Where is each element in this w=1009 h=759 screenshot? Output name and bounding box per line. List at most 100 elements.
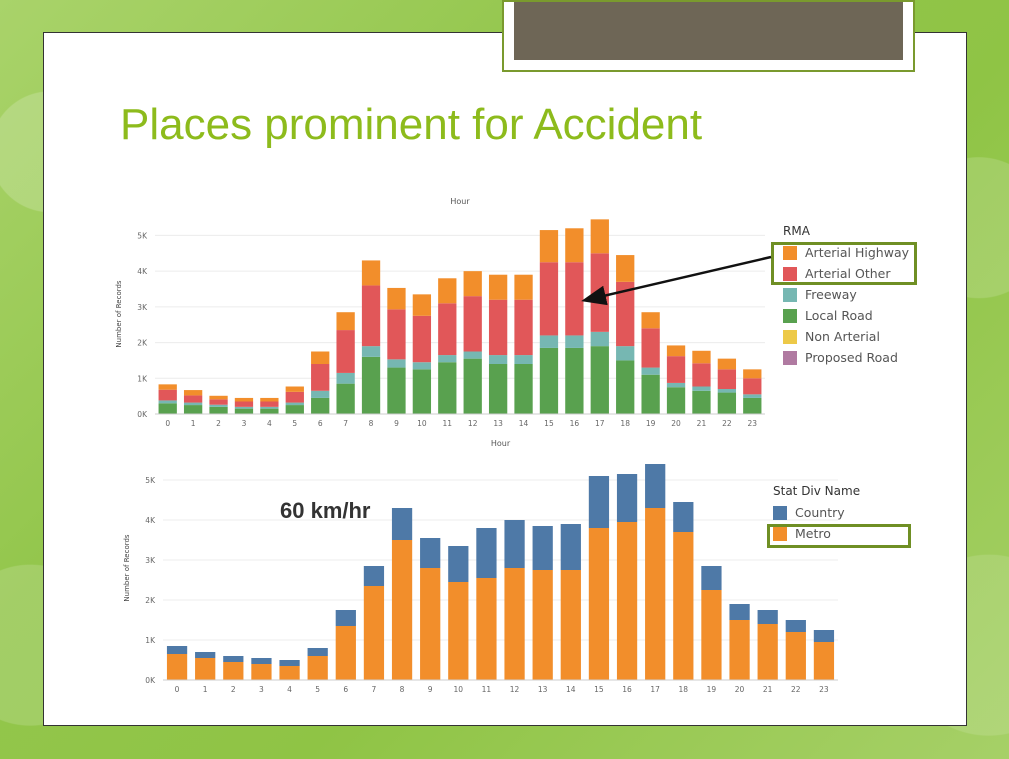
bar-segment-local-road[interactable] (234, 408, 254, 414)
bar-segment-metro[interactable] (335, 626, 356, 680)
bar-segment-country[interactable] (195, 652, 216, 658)
bar-segment-local-road[interactable] (666, 387, 686, 414)
bar-segment-freeway[interactable] (412, 362, 432, 370)
bar-segment-local-road[interactable] (361, 356, 381, 414)
bar-segment-local-road[interactable] (514, 364, 533, 414)
bar-segment-freeway[interactable] (463, 351, 482, 359)
bar-segment-country[interactable] (560, 524, 581, 570)
bar-segment-freeway[interactable] (260, 406, 279, 409)
bar-segment-country[interactable] (307, 648, 328, 656)
bar-segment-arterial-highway[interactable] (463, 271, 482, 297)
bar-segment-freeway[interactable] (438, 355, 457, 363)
bar-segment-freeway[interactable] (158, 400, 177, 404)
bar-segment-metro[interactable] (701, 590, 722, 680)
bar-segment-metro[interactable] (757, 624, 778, 680)
bar-segment-local-road[interactable] (539, 347, 559, 414)
bar-segment-arterial-other[interactable] (183, 395, 203, 403)
bar-segment-arterial-other[interactable] (158, 389, 177, 401)
bar-segment-freeway[interactable] (539, 335, 559, 348)
bar-segment-country[interactable] (223, 656, 244, 662)
bar-segment-local-road[interactable] (438, 362, 457, 414)
bar-segment-arterial-other[interactable] (361, 285, 381, 347)
bar-segment-arterial-other[interactable] (260, 401, 279, 407)
bar-segment-metro[interactable] (223, 662, 244, 680)
bar-segment-country[interactable] (420, 538, 441, 568)
bar-segment-country[interactable] (251, 658, 272, 664)
legend-item-arterial-highway[interactable]: Arterial Highway (783, 242, 909, 263)
bar-segment-arterial-other[interactable] (234, 401, 254, 407)
bar-segment-local-road[interactable] (743, 397, 762, 414)
bar-segment-arterial-highway[interactable] (616, 255, 635, 282)
bar-segment-local-road[interactable] (590, 346, 609, 414)
bar-segment-arterial-highway[interactable] (514, 274, 533, 300)
bar-segment-freeway[interactable] (565, 335, 584, 348)
bar-segment-arterial-other[interactable] (285, 391, 304, 403)
bar-segment-freeway[interactable] (514, 355, 533, 364)
bar-segment-country[interactable] (588, 476, 610, 528)
bar-segment-metro[interactable] (195, 658, 216, 680)
bar-segment-metro[interactable] (476, 578, 497, 680)
bar-segment-arterial-highway[interactable] (488, 274, 508, 300)
bar-segment-arterial-highway[interactable] (311, 351, 330, 365)
bar-segment-country[interactable] (166, 646, 188, 654)
bar-segment-arterial-other[interactable] (616, 281, 635, 347)
bar-segment-arterial-highway[interactable] (539, 230, 559, 263)
bar-segment-freeway[interactable] (666, 382, 686, 388)
legend-item-arterial-other[interactable]: Arterial Other (783, 263, 909, 284)
bar-segment-arterial-highway[interactable] (158, 384, 177, 390)
bar-segment-metro[interactable] (785, 632, 806, 680)
bar-segment-arterial-other[interactable] (666, 356, 686, 383)
bar-segment-metro[interactable] (588, 528, 610, 680)
bar-segment-arterial-other[interactable] (641, 328, 660, 368)
bar-segment-freeway[interactable] (743, 394, 762, 398)
bar-segment-arterial-other[interactable] (336, 330, 355, 373)
bar-segment-local-road[interactable] (183, 405, 203, 414)
legend-item-proposed-road[interactable]: Proposed Road (783, 347, 909, 368)
bar-segment-arterial-other[interactable] (438, 303, 457, 356)
bar-segment-country[interactable] (813, 630, 835, 642)
bar-segment-local-road[interactable] (616, 360, 635, 414)
bar-segment-freeway[interactable] (183, 402, 203, 406)
bar-segment-local-road[interactable] (209, 406, 228, 414)
bar-segment-freeway[interactable] (209, 404, 228, 407)
bar-segment-freeway[interactable] (234, 406, 254, 409)
bar-segment-arterial-highway[interactable] (209, 395, 228, 400)
bar-segment-arterial-highway[interactable] (666, 345, 686, 357)
bar-segment-arterial-highway[interactable] (743, 369, 762, 379)
bar-segment-arterial-other[interactable] (488, 299, 508, 356)
bar-segment-country[interactable] (785, 620, 806, 632)
bar-segment-country[interactable] (279, 660, 300, 666)
bar-segment-freeway[interactable] (285, 402, 304, 406)
bar-segment-local-road[interactable] (158, 403, 177, 414)
bar-segment-freeway[interactable] (590, 331, 609, 347)
legend-item-metro[interactable]: Metro (773, 523, 860, 544)
bar-segment-country[interactable] (532, 526, 553, 570)
bar-segment-arterial-other[interactable] (209, 399, 228, 405)
bar-segment-country[interactable] (391, 508, 413, 540)
bar-segment-freeway[interactable] (387, 359, 406, 368)
bar-segment-arterial-other[interactable] (412, 315, 432, 363)
bar-segment-country[interactable] (335, 610, 356, 626)
bar-segment-arterial-highway[interactable] (717, 358, 737, 370)
bar-segment-metro[interactable] (391, 540, 413, 680)
bar-segment-freeway[interactable] (616, 346, 635, 361)
bar-segment-country[interactable] (729, 604, 750, 620)
bar-segment-arterial-highway[interactable] (692, 350, 711, 364)
bar-segment-country[interactable] (448, 546, 469, 582)
bar-segment-metro[interactable] (645, 508, 666, 680)
bar-segment-metro[interactable] (504, 568, 525, 680)
bar-segment-local-road[interactable] (463, 358, 482, 414)
bar-segment-freeway[interactable] (361, 346, 381, 357)
bar-segment-freeway[interactable] (641, 367, 660, 375)
bar-segment-arterial-highway[interactable] (183, 390, 203, 396)
bar-segment-arterial-highway[interactable] (565, 228, 584, 263)
bar-segment-metro[interactable] (729, 620, 750, 680)
bar-segment-arterial-highway[interactable] (412, 294, 432, 316)
bar-segment-metro[interactable] (363, 586, 385, 680)
bar-segment-country[interactable] (476, 528, 497, 578)
bar-segment-arterial-highway[interactable] (234, 397, 254, 402)
bar-segment-metro[interactable] (166, 654, 188, 680)
legend-item-local-road[interactable]: Local Road (783, 305, 909, 326)
bar-segment-local-road[interactable] (336, 383, 355, 414)
bar-segment-metro[interactable] (560, 570, 581, 680)
